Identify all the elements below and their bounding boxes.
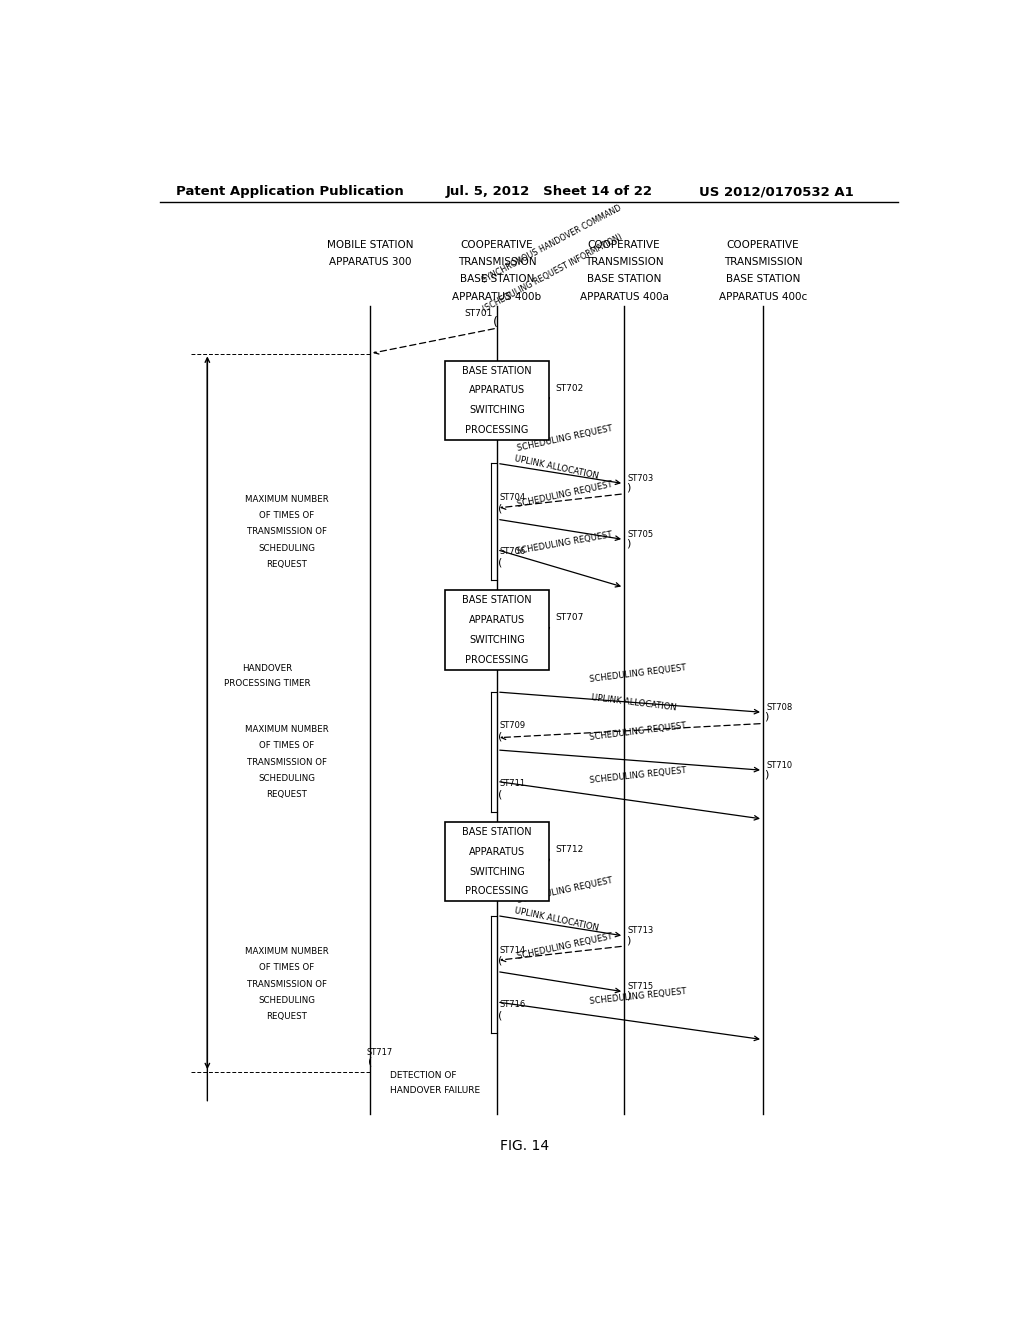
Text: UPLINK ALLOCATION: UPLINK ALLOCATION — [514, 907, 599, 933]
Text: HANDOVER: HANDOVER — [242, 664, 292, 673]
Text: (: ( — [498, 731, 502, 742]
Text: SWITCHING: SWITCHING — [469, 867, 525, 876]
Text: BASE STATION: BASE STATION — [460, 275, 535, 284]
Text: REQUEST: REQUEST — [266, 1012, 307, 1022]
FancyBboxPatch shape — [445, 590, 549, 669]
Text: SCHEDULING REQUEST: SCHEDULING REQUEST — [516, 531, 613, 556]
Text: SCHEDULING REQUEST: SCHEDULING REQUEST — [589, 663, 687, 684]
Text: APPARATUS: APPARATUS — [469, 615, 525, 626]
Text: ): ) — [626, 935, 630, 945]
Text: ST716: ST716 — [500, 999, 525, 1008]
FancyBboxPatch shape — [445, 360, 549, 440]
Text: (: ( — [498, 956, 502, 965]
Text: PROCESSING: PROCESSING — [465, 425, 528, 436]
Text: SCHEDULING: SCHEDULING — [258, 544, 315, 553]
Text: ): ) — [626, 539, 630, 549]
Text: ST710: ST710 — [767, 760, 793, 770]
Text: BASE STATION: BASE STATION — [587, 275, 662, 284]
Text: (: ( — [498, 558, 502, 568]
Text: (: ( — [498, 1010, 502, 1020]
Text: ST714: ST714 — [500, 945, 525, 954]
Text: ST705: ST705 — [628, 529, 654, 539]
Text: ST717: ST717 — [367, 1048, 392, 1057]
Text: FIG. 14: FIG. 14 — [501, 1139, 549, 1154]
Text: BASE STATION: BASE STATION — [462, 595, 531, 606]
Text: ): ) — [765, 711, 769, 722]
Text: REQUEST: REQUEST — [266, 791, 307, 799]
Text: COOPERATIVE: COOPERATIVE — [461, 240, 534, 249]
Text: SCHEDULING REQUEST: SCHEDULING REQUEST — [516, 480, 613, 510]
Text: COOPERATIVE: COOPERATIVE — [588, 240, 660, 249]
Text: ST708: ST708 — [767, 702, 794, 711]
Text: ST706: ST706 — [500, 548, 525, 556]
Text: SWITCHING: SWITCHING — [469, 405, 525, 416]
Text: ): ) — [626, 991, 630, 1001]
Text: SCHEDULING REQUEST: SCHEDULING REQUEST — [589, 721, 687, 742]
Text: APPARATUS 400b: APPARATUS 400b — [453, 292, 542, 301]
Text: PROCESSING TIMER: PROCESSING TIMER — [223, 680, 310, 688]
Text: SCHEDULING: SCHEDULING — [258, 997, 315, 1005]
Text: ): ) — [765, 770, 769, 779]
Text: BASE STATION: BASE STATION — [462, 828, 531, 837]
Text: COOPERATIVE: COOPERATIVE — [727, 240, 799, 249]
Text: ): ) — [626, 483, 630, 492]
Text: SCHEDULING: SCHEDULING — [258, 774, 315, 783]
Text: SCHEDULING REQUEST: SCHEDULING REQUEST — [516, 876, 613, 906]
Text: APPARATUS 300: APPARATUS 300 — [329, 257, 412, 267]
Text: BASE STATION: BASE STATION — [726, 275, 800, 284]
Text: ST713: ST713 — [628, 927, 654, 936]
Text: PROCESSING: PROCESSING — [465, 887, 528, 896]
Text: TRANSMISSION OF: TRANSMISSION OF — [247, 758, 327, 767]
Text: ST709: ST709 — [500, 721, 525, 730]
Text: (: ( — [368, 1057, 372, 1067]
Text: MOBILE STATION: MOBILE STATION — [327, 240, 414, 249]
Text: SWITCHING: SWITCHING — [469, 635, 525, 645]
Text: US 2012/0170532 A1: US 2012/0170532 A1 — [699, 185, 854, 198]
Text: SCHEDULING REQUEST: SCHEDULING REQUEST — [589, 986, 687, 1006]
Text: SCHEDULING REQUEST: SCHEDULING REQUEST — [516, 424, 613, 453]
Text: ST701: ST701 — [465, 309, 494, 318]
Text: MAXIMUM NUMBER: MAXIMUM NUMBER — [245, 725, 329, 734]
Text: (SCHEDULING REQUEST INFORMATION): (SCHEDULING REQUEST INFORMATION) — [481, 232, 624, 313]
Text: UPLINK ALLOCATION: UPLINK ALLOCATION — [591, 693, 677, 713]
Text: APPARATUS 400c: APPARATUS 400c — [719, 292, 807, 301]
Text: OF TIMES OF: OF TIMES OF — [259, 964, 314, 973]
Text: TRANSMISSION OF: TRANSMISSION OF — [247, 528, 327, 536]
Text: OF TIMES OF: OF TIMES OF — [259, 742, 314, 750]
Text: PROCESSING: PROCESSING — [465, 655, 528, 665]
Text: ST715: ST715 — [628, 982, 654, 991]
Text: ST703: ST703 — [628, 474, 654, 483]
Text: MAXIMUM NUMBER: MAXIMUM NUMBER — [245, 948, 329, 956]
Text: SCHEDULING REQUEST: SCHEDULING REQUEST — [589, 766, 687, 785]
Text: UPLINK ALLOCATION: UPLINK ALLOCATION — [514, 454, 599, 480]
Text: APPARATUS: APPARATUS — [469, 847, 525, 857]
Text: SYNCHRONOUS HANDOVER COMMAND: SYNCHRONOUS HANDOVER COMMAND — [481, 203, 624, 285]
Text: ST711: ST711 — [500, 779, 525, 788]
Text: HANDOVER FAILURE: HANDOVER FAILURE — [390, 1086, 480, 1094]
Text: ST707: ST707 — [555, 614, 584, 622]
FancyBboxPatch shape — [445, 822, 549, 902]
Text: TRANSMISSION: TRANSMISSION — [458, 257, 537, 267]
Text: Jul. 5, 2012   Sheet 14 of 22: Jul. 5, 2012 Sheet 14 of 22 — [445, 185, 652, 198]
Text: ST712: ST712 — [555, 845, 584, 854]
Text: OF TIMES OF: OF TIMES OF — [259, 511, 314, 520]
Text: APPARATUS: APPARATUS — [469, 385, 525, 396]
Text: TRANSMISSION: TRANSMISSION — [724, 257, 802, 267]
Text: TRANSMISSION OF: TRANSMISSION OF — [247, 979, 327, 989]
Text: ST702: ST702 — [555, 384, 584, 392]
Text: MAXIMUM NUMBER: MAXIMUM NUMBER — [245, 495, 329, 504]
Text: APPARATUS 400a: APPARATUS 400a — [580, 292, 669, 301]
Text: DETECTION OF: DETECTION OF — [390, 1071, 457, 1080]
Text: (: ( — [493, 315, 498, 329]
Text: (: ( — [498, 503, 502, 513]
Text: REQUEST: REQUEST — [266, 560, 307, 569]
Text: Patent Application Publication: Patent Application Publication — [176, 185, 403, 198]
Text: TRANSMISSION: TRANSMISSION — [585, 257, 664, 267]
Text: SCHEDULING REQUEST: SCHEDULING REQUEST — [516, 932, 613, 961]
Text: BASE STATION: BASE STATION — [462, 366, 531, 376]
Text: (: ( — [498, 789, 502, 800]
Text: ST704: ST704 — [500, 494, 525, 503]
